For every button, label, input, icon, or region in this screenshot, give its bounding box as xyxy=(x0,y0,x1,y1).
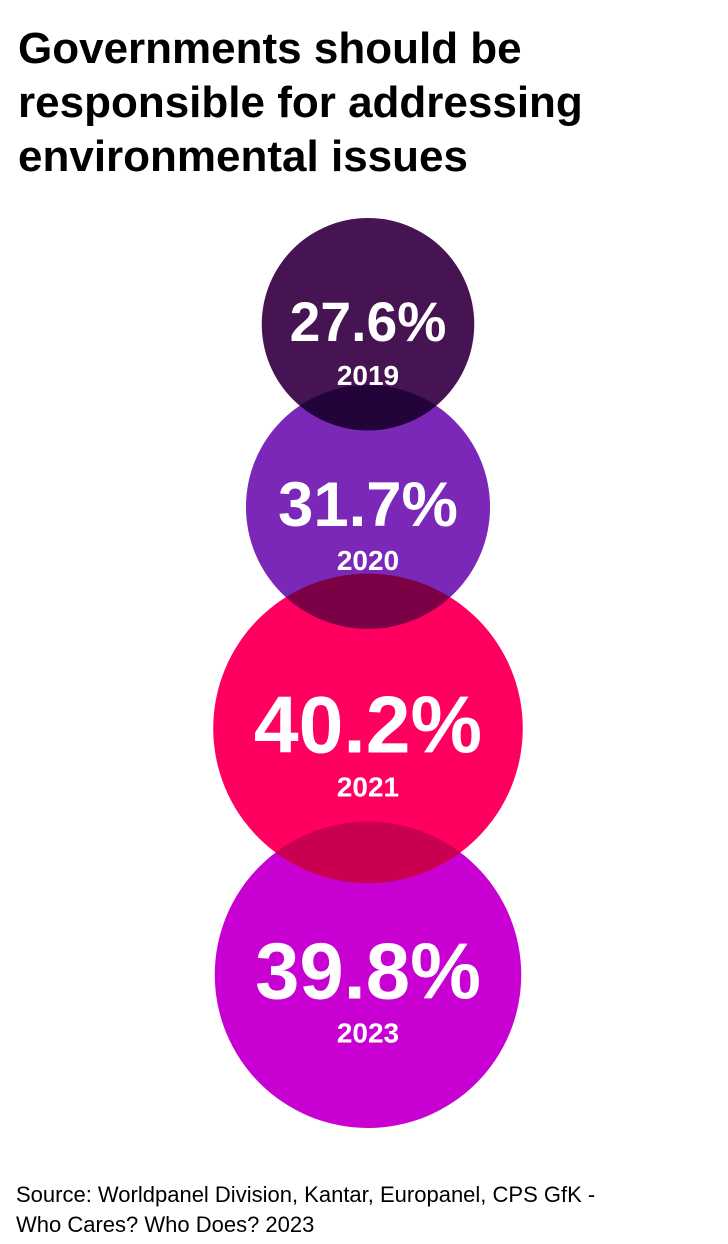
source-note: Source: Worldpanel Division, Kantar, Eur… xyxy=(16,1182,596,1237)
value-label: 40.2% xyxy=(254,681,482,771)
value-label: 39.8% xyxy=(255,927,481,1016)
bubble xyxy=(245,384,491,629)
value-label: 31.7% xyxy=(278,470,458,540)
year-label: 2019 xyxy=(337,360,399,391)
chart-title: Governments should be responsible for ad… xyxy=(18,24,583,181)
year-label: 2021 xyxy=(337,772,399,803)
year-label: 2020 xyxy=(337,545,399,576)
value-label: 27.6% xyxy=(290,291,447,353)
bubble xyxy=(213,573,523,884)
bubble xyxy=(261,218,475,431)
year-label: 2023 xyxy=(337,1018,399,1049)
bubbles xyxy=(213,218,523,1128)
bubble xyxy=(214,821,522,1128)
